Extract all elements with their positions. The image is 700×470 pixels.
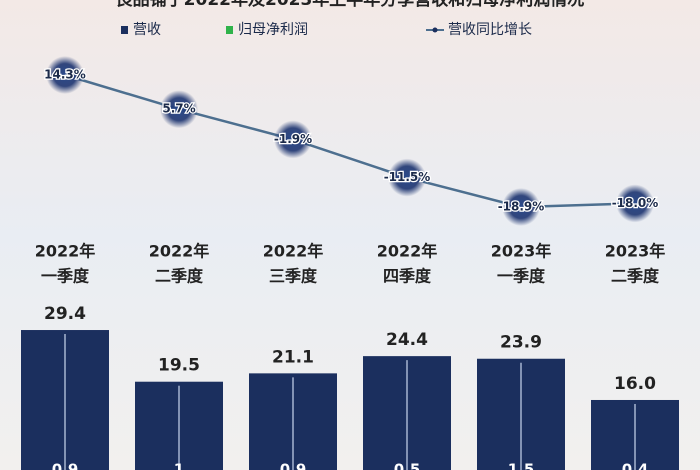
bar-value-label: 19.5 — [158, 356, 200, 376]
x-tick-label: 一季度 — [41, 267, 90, 286]
growth-marker — [502, 188, 540, 226]
growth-label: -11.5% — [384, 170, 431, 184]
bar-value-label: 16.0 — [614, 374, 656, 394]
chart-title: 良品铺子2022年及2023年上半年分季营收和归母净利润情况 — [116, 0, 585, 10]
growth-marker — [616, 184, 654, 223]
growth-label: -18.9% — [498, 200, 545, 214]
x-tick-label: 四季度 — [383, 267, 432, 286]
legend-swatch — [121, 26, 128, 34]
net-profit-label: 1.5 — [508, 461, 535, 470]
net-profit-label: 0.4 — [622, 461, 649, 470]
growth-marker — [388, 158, 426, 197]
growth-marker — [160, 90, 198, 129]
net-profit-label: 0.9 — [52, 461, 79, 470]
x-tick-label: 2022年 — [377, 242, 438, 261]
x-tick-label: 三季度 — [269, 267, 318, 286]
growth-marker — [274, 120, 312, 159]
net-profit-label: 1 — [174, 461, 184, 470]
growth-line — [64, 73, 636, 209]
growth-label: -1.9% — [274, 132, 312, 146]
x-tick-label: 2023年 — [605, 242, 666, 261]
x-tick-label: 2022年 — [35, 242, 96, 261]
growth-label: -18.0% — [612, 196, 659, 210]
legend-label: 归母净利润 — [238, 21, 308, 38]
bar-value-label: 24.4 — [386, 330, 428, 350]
x-tick-label: 2022年 — [263, 242, 324, 261]
x-tick-label: 2022年 — [149, 242, 210, 261]
legend-marker — [432, 27, 438, 33]
bar-value-label: 21.1 — [272, 347, 314, 367]
bar-value-label: 23.9 — [500, 333, 542, 353]
x-tick-label: 二季度 — [611, 267, 660, 286]
legend-label: 营收 — [133, 22, 161, 38]
net-profit-label: 0.5 — [394, 461, 421, 470]
x-tick-label: 一季度 — [497, 267, 546, 286]
legend-swatch — [226, 26, 233, 34]
x-tick-label: 二季度 — [155, 267, 204, 286]
legend-label: 营收同比增长 — [448, 22, 532, 38]
bar-value-label: 29.4 — [44, 304, 86, 324]
net-profit-label: 0.9 — [280, 461, 307, 470]
growth-marker — [46, 56, 84, 94]
growth-label: 14.3% — [44, 68, 86, 82]
x-tick-label: 2023年 — [491, 242, 552, 261]
growth-label: 5.7% — [162, 102, 195, 116]
